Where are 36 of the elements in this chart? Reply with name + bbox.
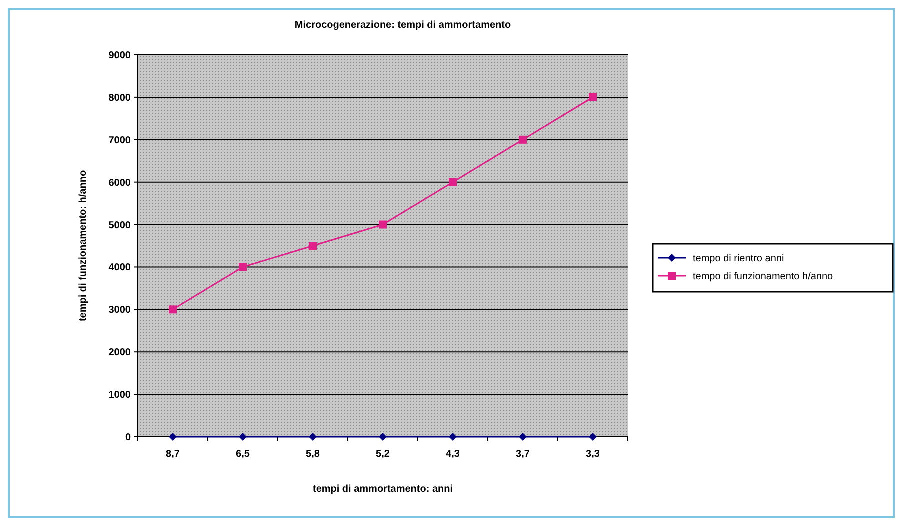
point [589,433,597,441]
y-tick-label: 3000 [108,305,132,316]
point [449,433,457,441]
point [589,93,597,102]
legend-label: tempo di rientro anni [693,254,784,264]
point [449,178,457,186]
y-tick-label: 7000 [108,135,132,146]
point [239,433,247,441]
point [519,433,527,441]
x-tick-label: 8,7 [166,449,180,460]
y-tick-label: 2000 [108,348,132,359]
x-tick-label: 3,3 [586,449,600,460]
point [309,433,317,441]
x-tick-label: 6,5 [236,449,250,460]
x-tick-label: 3,7 [516,449,530,460]
y-tick-label: 9000 [108,50,132,62]
x-tick-label: 4,3 [446,449,460,460]
y-axis-title: tempi di funzionamento: h/anno [78,170,89,322]
x-tick-label: 5,2 [376,449,390,460]
point [239,263,247,272]
legend-label: tempo di funzionamento h/anno [693,272,834,282]
y-tick-label: 1000 [108,390,132,402]
x-axis-title: tempi di ammortamento: anni [312,484,454,495]
y-tick-label: 8000 [108,92,132,104]
point [169,306,177,314]
point [309,242,317,250]
point [169,433,177,441]
point [379,433,387,441]
x-tick-label: 5,8 [306,449,320,460]
y-tick-label: 4000 [108,262,132,274]
point [379,220,387,229]
y-tick-label: 5000 [108,220,132,232]
y-tick-label: 6000 [108,178,132,189]
y-tick-label: 0 [125,432,132,444]
chart-title: Microcogenerazione: tempi di ammortamento [294,20,512,31]
point [519,136,527,144]
